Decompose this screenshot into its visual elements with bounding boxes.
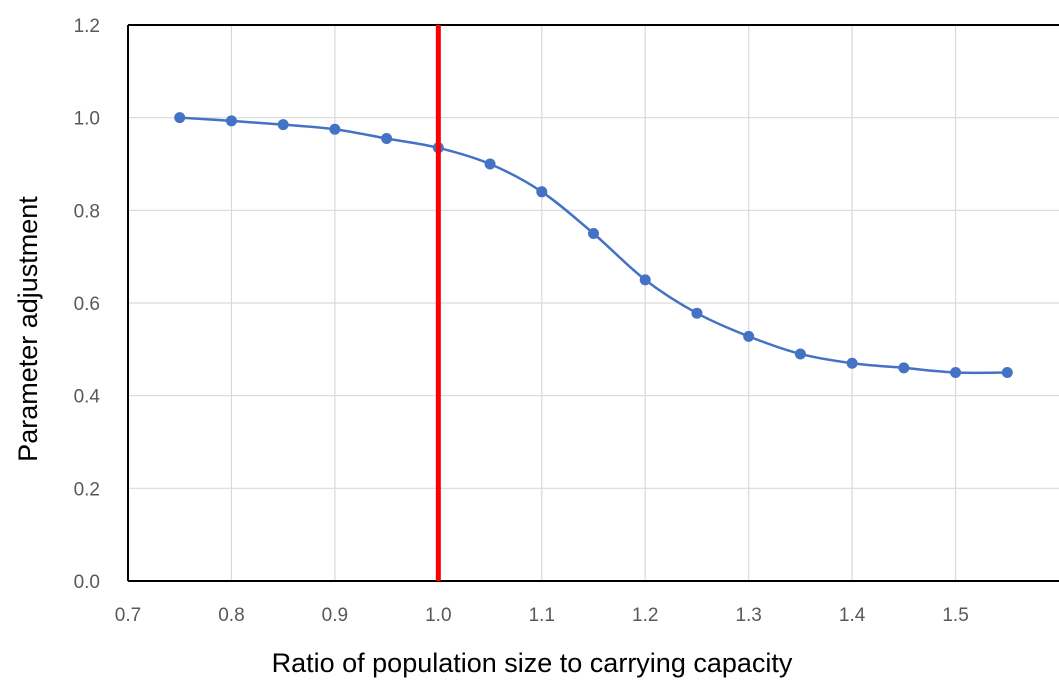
y-tick-label: 0.8 bbox=[74, 201, 100, 222]
x-tick-label: 0.7 bbox=[115, 605, 141, 626]
x-tick-label: 1.0 bbox=[425, 605, 451, 626]
data-point bbox=[950, 367, 962, 378]
y-tick-label: 1.0 bbox=[74, 109, 100, 130]
data-point bbox=[639, 274, 651, 286]
data-point bbox=[277, 119, 289, 131]
axes bbox=[127, 24, 1059, 582]
data-point bbox=[691, 307, 703, 319]
series-line bbox=[179, 116, 1008, 375]
x-tick-label: 0.9 bbox=[322, 605, 348, 626]
x-axis-title: Ratio of population size to carrying cap… bbox=[272, 648, 793, 678]
data-point bbox=[484, 158, 496, 170]
y-axis-title: Parameter adjustment bbox=[13, 196, 43, 462]
y-tick-label: 0.0 bbox=[74, 572, 100, 593]
data-point bbox=[588, 228, 599, 239]
data-point bbox=[794, 348, 806, 360]
data-point bbox=[174, 112, 186, 124]
x-tick-label: 1.3 bbox=[735, 605, 761, 626]
x-tick-label: 0.8 bbox=[218, 605, 244, 626]
x-tick-label: 1.2 bbox=[632, 605, 658, 626]
y-tick-label: 0.2 bbox=[74, 479, 100, 500]
data-point bbox=[846, 357, 858, 369]
data-point bbox=[225, 115, 237, 127]
x-tick-label: 1.4 bbox=[839, 605, 866, 626]
data-point bbox=[1001, 367, 1013, 378]
y-tick-label: 0.4 bbox=[74, 387, 101, 408]
data-point bbox=[381, 133, 393, 145]
data-point bbox=[536, 186, 548, 198]
x-tick-label: 1.5 bbox=[942, 605, 968, 626]
data-point bbox=[898, 362, 910, 374]
grid bbox=[128, 24, 1059, 581]
data-point bbox=[743, 330, 755, 342]
series bbox=[174, 25, 1013, 581]
y-tick-label: 1.2 bbox=[74, 16, 100, 37]
x-tick-label: 1.1 bbox=[529, 605, 555, 626]
y-tick-label: 0.6 bbox=[74, 294, 100, 315]
tick-labels: 0.7 0.8 0.9 1.0 1.1 1.2 1.3 1.4 1.5 0.0 0.2 0.4 0.6 0… bbox=[74, 16, 969, 626]
data-point bbox=[329, 123, 341, 135]
